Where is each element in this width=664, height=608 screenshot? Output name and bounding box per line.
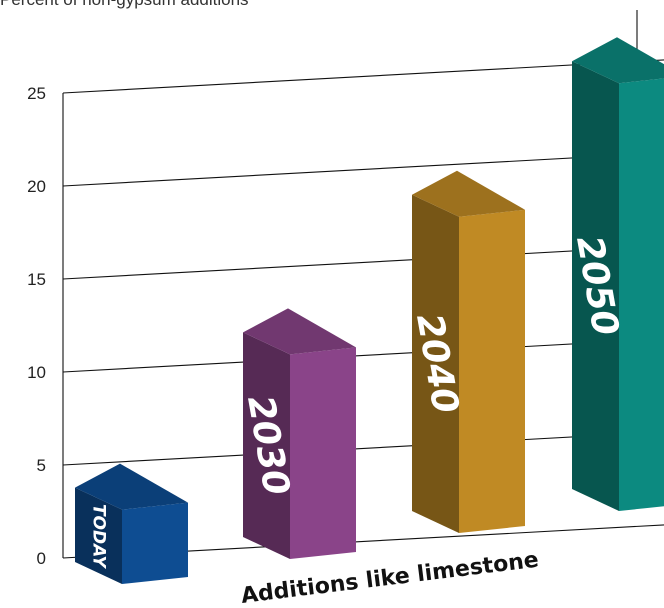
chart-subtitle: Percent of non-gypsum additions	[0, 0, 249, 9]
y-tick-label-25: 25	[27, 84, 46, 103]
bar-side-face	[412, 194, 459, 534]
gridline-15	[62, 245, 664, 280]
y-tick-label-20: 20	[27, 177, 46, 196]
bar-2040: 2040	[408, 170, 525, 534]
bar-2030: 2030	[239, 308, 356, 559]
bar-top-face	[572, 37, 664, 84]
bar-top-face	[243, 308, 356, 355]
x-axis-label: Additions like limestone	[240, 548, 540, 608]
bar-2050: 2050	[568, 37, 664, 511]
y-axis-ticks: 0 5 10 15 20 25	[27, 84, 46, 568]
bar-today: TODAY	[75, 463, 188, 584]
gridline-5	[62, 431, 664, 466]
y-tick-label-0: 0	[37, 549, 46, 568]
bars: TODAY 2030 2040 2050	[75, 37, 664, 584]
y-tick-label-5: 5	[37, 456, 46, 475]
bar-front-face	[459, 209, 525, 534]
bar-front-face	[290, 347, 356, 559]
bar-top-face	[412, 170, 525, 217]
gridline-10	[62, 338, 664, 373]
bar-side-face	[572, 61, 619, 511]
bar-side-face	[243, 332, 290, 559]
bar-top-face	[75, 463, 188, 510]
bar-front-face	[122, 502, 188, 584]
y-tick-label-10: 10	[27, 363, 46, 382]
gridlines	[62, 10, 664, 559]
gridline-20	[62, 152, 664, 187]
y-tick-label-15: 15	[27, 270, 46, 289]
bar-front-face	[619, 78, 664, 511]
bar-side-face	[75, 487, 122, 584]
gridline-25	[62, 59, 664, 94]
bar-category-label: TODAY	[89, 504, 109, 569]
